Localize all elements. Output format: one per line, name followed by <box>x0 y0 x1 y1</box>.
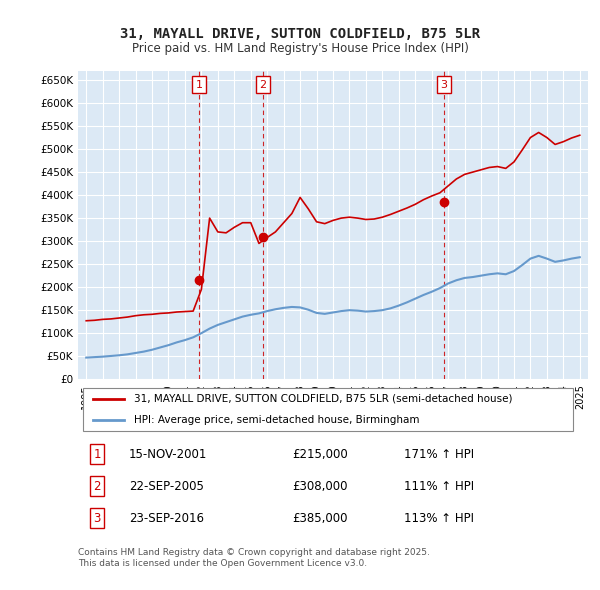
Text: 2: 2 <box>259 80 266 90</box>
Text: 31, MAYALL DRIVE, SUTTON COLDFIELD, B75 5LR (semi-detached house): 31, MAYALL DRIVE, SUTTON COLDFIELD, B75 … <box>134 394 512 404</box>
Text: 111% ↑ HPI: 111% ↑ HPI <box>404 480 475 493</box>
Text: Contains HM Land Registry data © Crown copyright and database right 2025.
This d: Contains HM Land Registry data © Crown c… <box>78 548 430 568</box>
Text: 3: 3 <box>94 512 101 525</box>
Text: 3: 3 <box>440 80 447 90</box>
Text: 171% ↑ HPI: 171% ↑ HPI <box>404 448 475 461</box>
Text: £215,000: £215,000 <box>292 448 348 461</box>
Text: 113% ↑ HPI: 113% ↑ HPI <box>404 512 475 525</box>
Text: 15-NOV-2001: 15-NOV-2001 <box>129 448 208 461</box>
Text: 22-SEP-2005: 22-SEP-2005 <box>129 480 204 493</box>
Text: £308,000: £308,000 <box>292 480 348 493</box>
Text: 2: 2 <box>94 480 101 493</box>
Text: 31, MAYALL DRIVE, SUTTON COLDFIELD, B75 5LR: 31, MAYALL DRIVE, SUTTON COLDFIELD, B75 … <box>120 27 480 41</box>
FancyBboxPatch shape <box>83 388 573 431</box>
Text: HPI: Average price, semi-detached house, Birmingham: HPI: Average price, semi-detached house,… <box>134 415 419 425</box>
Text: 1: 1 <box>94 448 101 461</box>
Text: 23-SEP-2016: 23-SEP-2016 <box>129 512 204 525</box>
Text: Price paid vs. HM Land Registry's House Price Index (HPI): Price paid vs. HM Land Registry's House … <box>131 42 469 55</box>
Text: £385,000: £385,000 <box>292 512 348 525</box>
Text: 1: 1 <box>196 80 203 90</box>
